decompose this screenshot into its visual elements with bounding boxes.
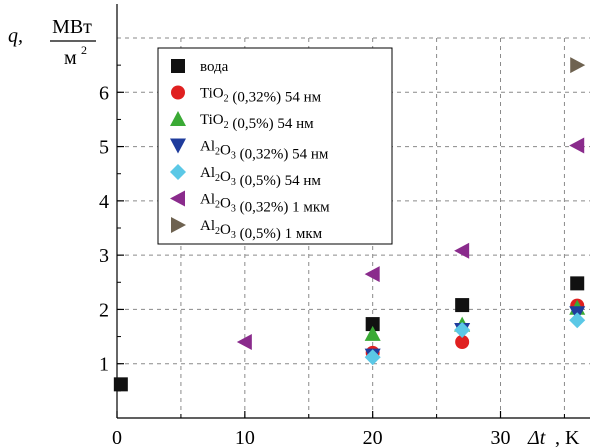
y-tick-label: 2: [99, 299, 109, 321]
y-axis-label: q, МВт м 2: [8, 16, 96, 69]
data-point-series-0: [113, 377, 128, 392]
data-point-series-5: [454, 242, 470, 259]
data-points: [113, 57, 586, 392]
data-point-series-4: [454, 322, 471, 339]
grid: [117, 37, 590, 418]
data-point-series-0: [365, 317, 380, 332]
data-point-series-5: [236, 334, 252, 350]
data-point-series-0: [455, 298, 470, 313]
legend-label-series-6: Al2O3 (0,5%) 1 мкм: [200, 218, 323, 242]
legend-marker-series-3: [170, 138, 186, 154]
y-axis-symbol: q,: [8, 25, 23, 47]
legend-label-series-2: TiO2 (0,5%) 54 нм: [200, 112, 314, 132]
data-point-series-1: [455, 335, 470, 349]
legend-box: [157, 47, 393, 245]
data-point-series-4: [364, 349, 381, 366]
y-tick-label: 3: [99, 245, 109, 267]
data-point-series-5: [364, 266, 380, 283]
y-tick-label: 6: [99, 82, 109, 104]
y-tick-label: 4: [99, 191, 109, 213]
legend-label-series-1: TiO2 (0,32%) 54 нм: [200, 86, 322, 106]
x-tick-label: 30: [491, 427, 511, 448]
legend-label-series-4: Al2O3 (0,5%) 54 нм: [200, 165, 321, 189]
legend-marker-series-1: [171, 85, 185, 100]
data-point-series-5: [569, 137, 585, 154]
legend: вода TiO2 (0,32%) 54 нм TiO2 (0,5%) 54 нм A…: [157, 47, 393, 245]
x-tick-label: 20: [363, 427, 383, 448]
y-axis-unit-exponent: 2: [81, 43, 87, 57]
legend-marker-series-0: [171, 59, 185, 73]
legend-label-series-3: Al2O3 (0,32%) 54 нм: [200, 139, 329, 163]
legend-marker-series-2: [170, 111, 186, 126]
x-axis-label: Δt , K: [527, 427, 580, 448]
legend-marker-series-5: [170, 190, 185, 207]
data-point-series-2: [364, 325, 381, 341]
data-point-series-4: [569, 312, 586, 329]
legend-marker-series-6: [171, 217, 186, 233]
y-tick-label: 1: [99, 354, 109, 376]
x-axis-symbol: Δt: [527, 427, 546, 448]
data-point-series-0: [570, 276, 585, 291]
tick-labels: 1 2 3 4 5 6 0 10 20 30: [99, 82, 511, 448]
legend-label-series-0: вода: [200, 59, 229, 75]
x-axis-unit: , K: [555, 427, 580, 448]
legend-label-series-5: Al2O3 (0,32%) 1 мкм: [200, 192, 330, 216]
y-axis-unit-numerator: МВт: [52, 16, 92, 38]
x-tick-label: 10: [235, 427, 255, 448]
data-point-series-6: [570, 57, 586, 74]
x-tick-label: 0: [112, 427, 122, 448]
y-axis-unit-denominator: м: [64, 47, 77, 69]
legend-marker-series-4: [170, 164, 186, 180]
y-tick-label: 5: [99, 137, 109, 159]
